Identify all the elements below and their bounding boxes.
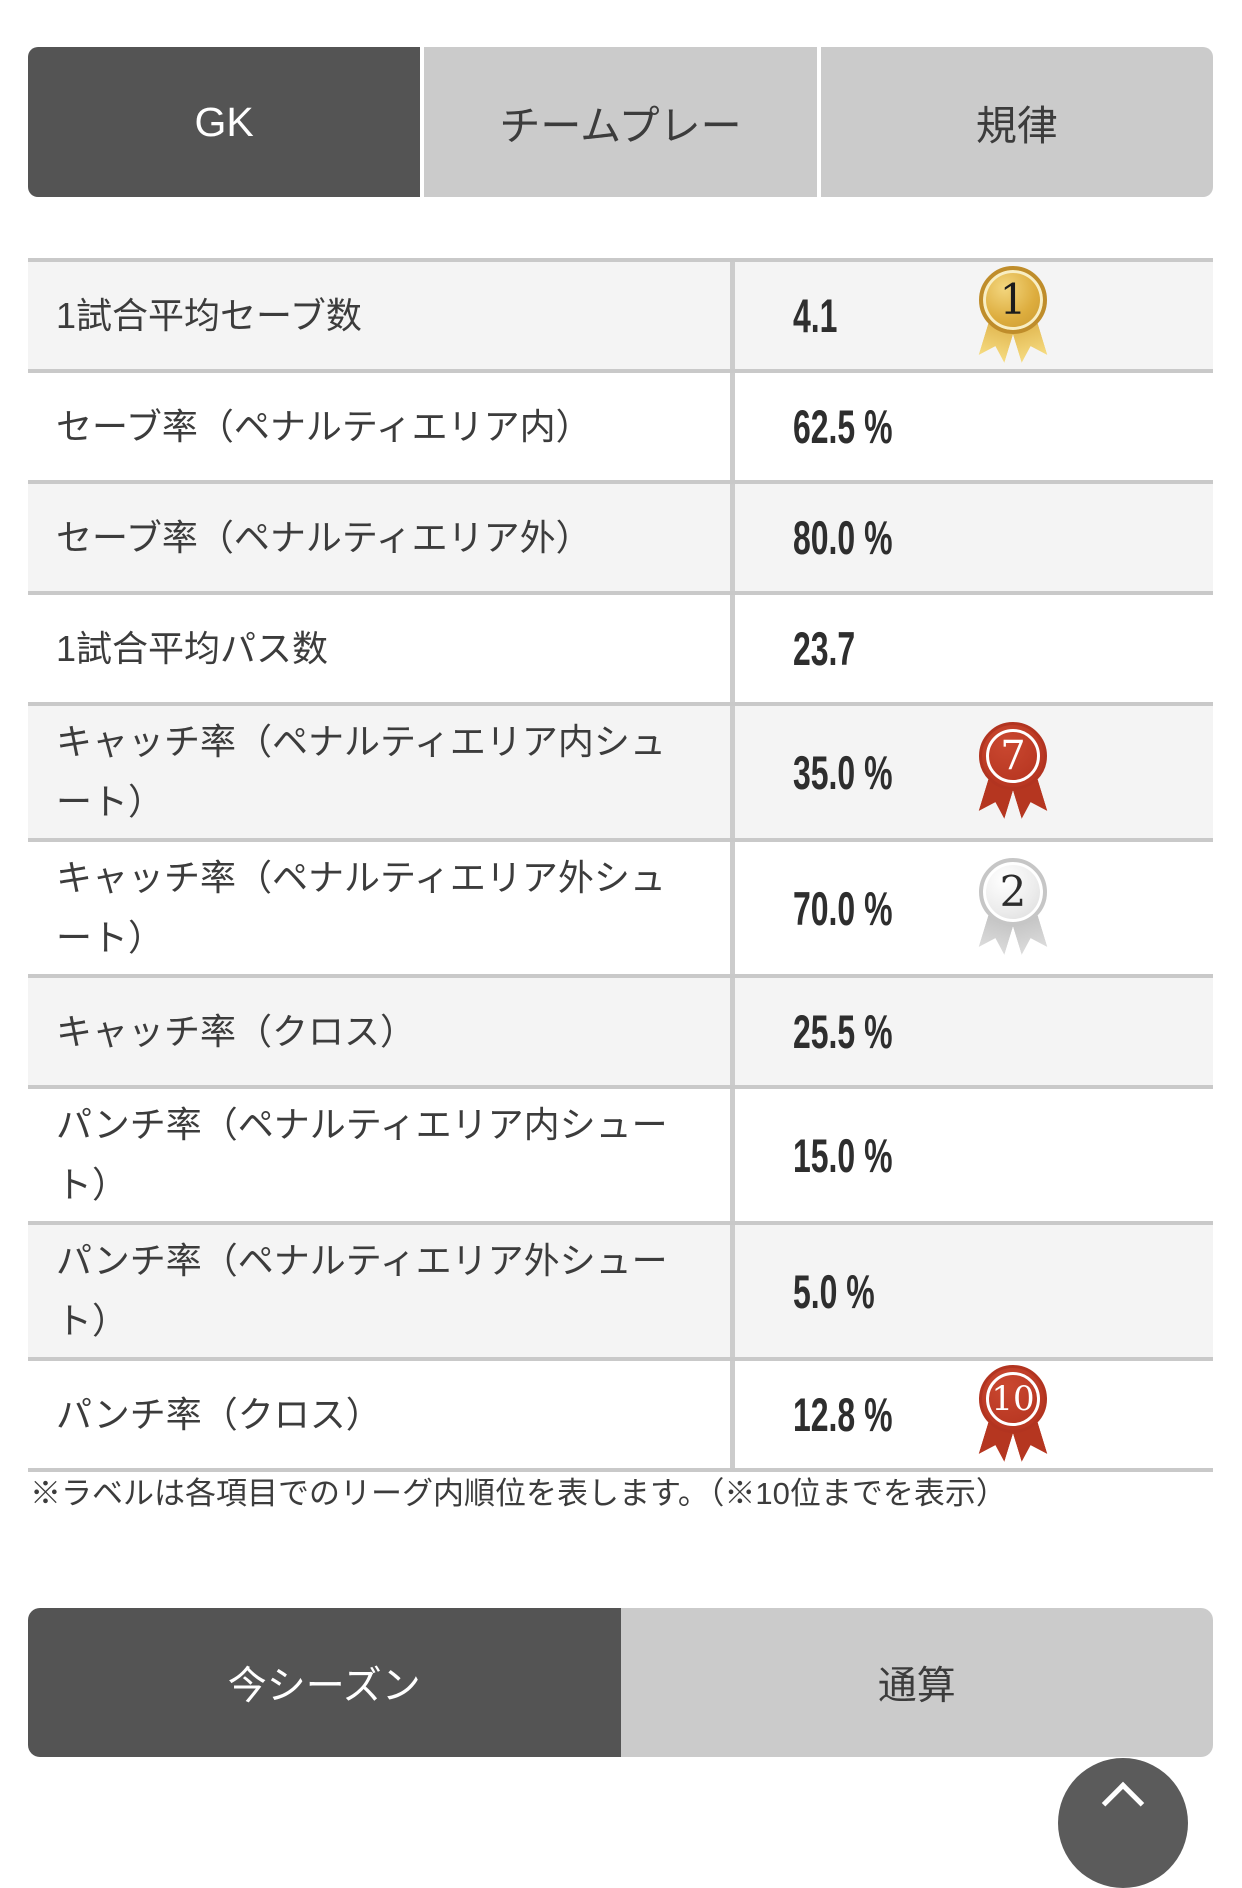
rank-number: 2 (999, 867, 1027, 916)
stat-value: 35.0 % (793, 745, 893, 799)
stat-label: パンチ率（ペナルティエリア内シュート） (28, 1089, 735, 1221)
category-tabs: GK チームプレー 規律 (28, 47, 1213, 197)
stat-value-cell: 25.5 % (735, 978, 1213, 1085)
table-row: パンチ率（ペナルティエリア内シュート） 15.0 % (28, 1089, 1213, 1225)
stat-value-cell: 15.0 % (735, 1089, 1213, 1221)
rank-medal-silver-icon: 2 (978, 858, 1048, 958)
stat-value: 15.0 % (793, 1128, 893, 1182)
stat-value: 12.8 % (793, 1388, 893, 1441)
table-row: キャッチ率（クロス） 25.5 % (28, 978, 1213, 1089)
stat-value-cell: 80.0 % (735, 484, 1213, 591)
table-row: 1試合平均セーブ数 4.1 1 (28, 262, 1213, 373)
stat-value-cell: 5.0 % (735, 1225, 1213, 1357)
rank-medal-gold-icon: 1 (978, 265, 1048, 366)
table-row: キャッチ率（ペナルティエリア内シュート） 35.0 % 7 (28, 706, 1213, 842)
table-row: 1試合平均パス数 23.7 (28, 595, 1213, 706)
rank-label-footnote: ※ラベルは各項目でのリーグ内順位を表します。（※10位までを表示） (30, 1476, 1007, 1511)
rank-medal-red-icon: 10 (978, 1364, 1048, 1465)
stat-label: セーブ率（ペナルティエリア内） (28, 373, 735, 480)
period-career-total-button[interactable]: 通算 (620, 1608, 1213, 1757)
table-row: キャッチ率（ペナルティエリア外シュート） 70.0 % 2 (28, 842, 1213, 978)
stat-label: キャッチ率（ペナルティエリア外シュート） (28, 842, 735, 974)
stat-label: セーブ率（ペナルティエリア外） (28, 484, 735, 591)
period-toggle: 今シーズン 通算 (28, 1608, 1213, 1757)
stat-label: パンチ率（ペナルティエリア外シュート） (28, 1225, 735, 1357)
chevron-up-icon (1101, 1781, 1145, 1825)
stat-value-cell: 4.1 1 (735, 262, 1213, 369)
stat-label: 1試合平均パス数 (28, 595, 735, 702)
table-row: セーブ率（ペナルティエリア内） 62.5 % (28, 373, 1213, 484)
scroll-to-top-button[interactable] (1058, 1758, 1188, 1888)
stat-value: 70.0 % (793, 881, 893, 935)
tab-team-play[interactable]: チームプレー (424, 47, 817, 197)
stat-label: 1試合平均セーブ数 (28, 262, 735, 369)
stat-value: 23.7 (793, 622, 856, 675)
table-row: パンチ率（ペナルティエリア外シュート） 5.0 % (28, 1225, 1213, 1361)
tab-gk[interactable]: GK (28, 47, 421, 197)
gk-stats-table: 1試合平均セーブ数 4.1 1 セーブ率（ペナルティエリア内） 62.5 % セ… (28, 258, 1213, 1472)
period-current-season-button[interactable]: 今シーズン (28, 1608, 621, 1757)
table-row: セーブ率（ペナルティエリア外） 80.0 % (28, 484, 1213, 595)
stat-label: キャッチ率（ペナルティエリア内シュート） (28, 706, 735, 838)
tab-discipline[interactable]: 規律 (820, 47, 1213, 197)
stat-label: パンチ率（クロス） (28, 1361, 735, 1468)
stat-value-cell: 70.0 % 2 (735, 842, 1213, 974)
stat-value: 62.5 % (793, 400, 893, 453)
stat-value: 4.1 (793, 289, 838, 342)
stat-value-cell: 23.7 (735, 595, 1213, 702)
rank-medal-red-icon: 7 (978, 722, 1048, 822)
stat-value: 5.0 % (793, 1264, 875, 1318)
stat-value-cell: 62.5 % (735, 373, 1213, 480)
rank-number: 10 (991, 1378, 1035, 1419)
stat-label: キャッチ率（クロス） (28, 978, 735, 1085)
rank-number: 7 (1000, 733, 1026, 779)
rank-number: 1 (999, 274, 1027, 324)
stat-value-cell: 35.0 % 7 (735, 706, 1213, 838)
table-row: パンチ率（クロス） 12.8 % 10 (28, 1361, 1213, 1472)
stat-value-cell: 12.8 % 10 (735, 1361, 1213, 1468)
stat-value: 25.5 % (793, 1005, 893, 1058)
stat-value: 80.0 % (793, 511, 893, 564)
